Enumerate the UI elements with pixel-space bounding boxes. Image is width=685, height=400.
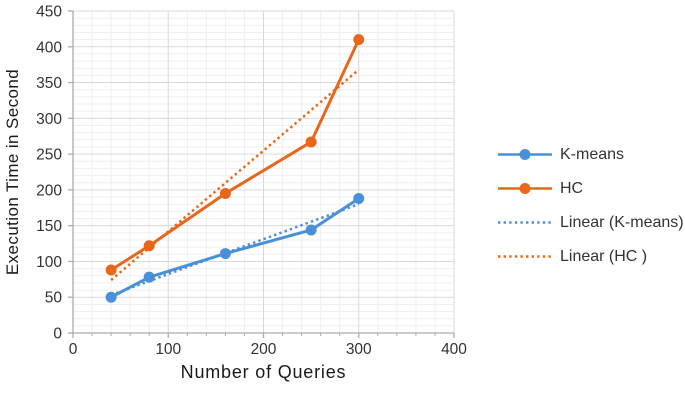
x-tick-label: 100 xyxy=(155,341,181,358)
x-axis-title: Number of Queries xyxy=(180,362,347,382)
y-tick-label: 350 xyxy=(36,75,62,92)
x-tick-labels: 0 100 200 300 400 xyxy=(69,341,468,358)
legend-line-marker-swatch xyxy=(498,183,552,194)
legend-label: Linear (HC ) xyxy=(560,247,648,265)
data-point xyxy=(105,264,117,276)
axes xyxy=(68,10,455,338)
y-tick-label: 100 xyxy=(36,254,62,271)
legend-marker-icon xyxy=(519,149,531,160)
y-tick-label: 300 xyxy=(36,111,62,128)
data-point xyxy=(143,240,155,252)
x-tick-label: 300 xyxy=(346,341,372,358)
y-tick-label: 150 xyxy=(36,218,62,235)
y-tick-label: 200 xyxy=(36,182,62,199)
x-tick-label: 200 xyxy=(251,341,277,358)
legend-marker-icon xyxy=(519,183,531,194)
major-gridlines xyxy=(73,10,455,333)
trendline-linear-k-means- xyxy=(110,203,360,297)
y-tick-label: 0 xyxy=(53,326,62,343)
y-tick-labels: 0 50 100 150 200 250 300 350 400 450 xyxy=(36,4,62,343)
data-point xyxy=(353,192,365,204)
legend-line-marker-swatch xyxy=(498,149,552,160)
data-point xyxy=(353,34,365,46)
legend-dotted-line-swatch xyxy=(498,255,552,258)
data-point xyxy=(305,136,317,148)
legend-item-linear-hc-: Linear (HC ) xyxy=(497,246,684,267)
legend-label: HC xyxy=(560,179,584,197)
x-tick-label: 400 xyxy=(441,341,467,358)
data-point xyxy=(143,271,155,283)
y-axis-title: Execution Time in Second xyxy=(3,68,22,276)
data-point xyxy=(105,291,117,303)
data-point xyxy=(305,224,317,236)
data-point xyxy=(219,248,231,260)
y-tick-label: 250 xyxy=(36,147,62,164)
y-tick-label: 400 xyxy=(36,39,62,56)
y-tick-label: 450 xyxy=(36,4,62,21)
series-hc xyxy=(105,34,365,276)
data-point xyxy=(219,187,231,199)
legend-item-k-means: K-means xyxy=(497,144,684,165)
legend-label: Linear (K-means) xyxy=(560,213,684,231)
legend-dotted-line-swatch xyxy=(498,221,552,224)
legend: K-means HC Linear (K-means) Linear (HC ) xyxy=(497,144,684,267)
series-k-means xyxy=(105,192,365,303)
legend-item-linear-k-means-: Linear (K-means) xyxy=(497,212,684,233)
legend-label: K-means xyxy=(560,145,625,163)
legend-item-hc: HC xyxy=(497,178,684,199)
y-tick-label: 50 xyxy=(45,290,63,307)
trendline-linear-hc- xyxy=(110,68,360,282)
x-tick-label: 0 xyxy=(69,341,78,358)
